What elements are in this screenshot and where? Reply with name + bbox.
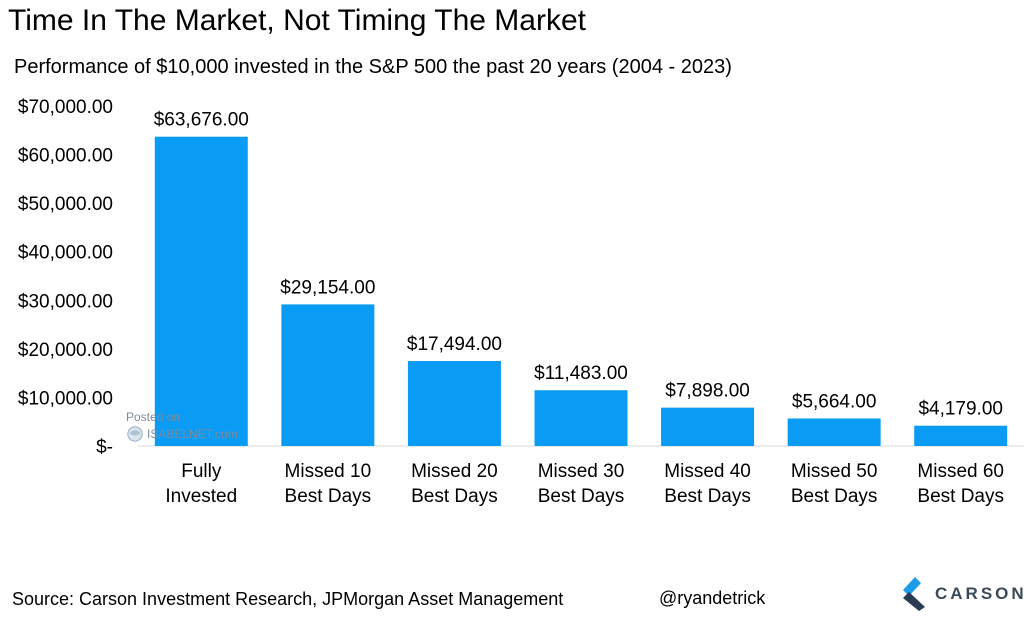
data-label: $63,676.00	[154, 110, 249, 131]
y-tick-label: $70,000.00	[18, 97, 113, 118]
category-label: Missed 30	[538, 461, 625, 482]
bar-chart: $- $10,000.00 $20,000.00 $30,000.00 $40,000.…	[18, 97, 1024, 507]
category-label: Best Days	[538, 486, 625, 507]
y-tick-label: $20,000.00	[18, 340, 113, 361]
category-label: Best Days	[285, 486, 372, 507]
y-tick-label: $40,000.00	[18, 243, 113, 264]
chart-subtitle: Performance of $10,000 invested in the S…	[14, 56, 732, 78]
source-note: Source: Carson Investment Research, JPMo…	[12, 589, 564, 609]
bar	[914, 425, 1008, 446]
author-handle: @ryandetrick	[659, 588, 766, 608]
bar	[407, 361, 501, 446]
data-label: $4,179.00	[918, 399, 1003, 420]
data-label: $11,483.00	[534, 363, 628, 384]
category-label: Fully	[181, 461, 222, 482]
category-label: Invested	[165, 486, 237, 507]
y-tick-label: $60,000.00	[18, 146, 113, 167]
category-label: Missed 40	[664, 461, 751, 482]
category-label: Missed 50	[791, 461, 878, 482]
bar	[661, 407, 755, 446]
y-tick-label: $10,000.00	[18, 388, 113, 409]
chart-title: Time In The Market, Not Timing The Marke…	[8, 4, 586, 37]
bar	[154, 136, 248, 447]
data-label: $17,494.00	[407, 334, 502, 355]
carson-logo-icon	[903, 577, 925, 611]
watermark-posted-on: Posted on	[126, 410, 181, 424]
bar	[787, 418, 881, 446]
carson-logo: CARSON	[903, 577, 1024, 611]
category-label: Best Days	[411, 486, 498, 507]
category-label: Missed 60	[917, 461, 1004, 482]
bar	[534, 390, 628, 446]
bar	[281, 304, 375, 446]
watermark-site: ISABELNET.com	[147, 426, 238, 441]
category-label: Missed 20	[411, 461, 498, 482]
data-label: $7,898.00	[665, 381, 750, 402]
carson-logo-text: CARSON	[935, 584, 1024, 603]
y-tick-label: $30,000.00	[18, 291, 113, 312]
data-label: $29,154.00	[280, 277, 375, 298]
y-tick-label: $50,000.00	[18, 194, 113, 215]
category-label: Best Days	[664, 486, 751, 507]
globe-icon	[127, 426, 143, 442]
category-label: Best Days	[917, 486, 1004, 507]
category-label: Best Days	[791, 486, 878, 507]
data-label: $5,664.00	[792, 391, 877, 412]
isabelnet-watermark: Posted on ISABELNET.com	[126, 410, 238, 443]
category-label: Missed 10	[285, 461, 372, 482]
y-tick-label: $-	[96, 437, 113, 458]
